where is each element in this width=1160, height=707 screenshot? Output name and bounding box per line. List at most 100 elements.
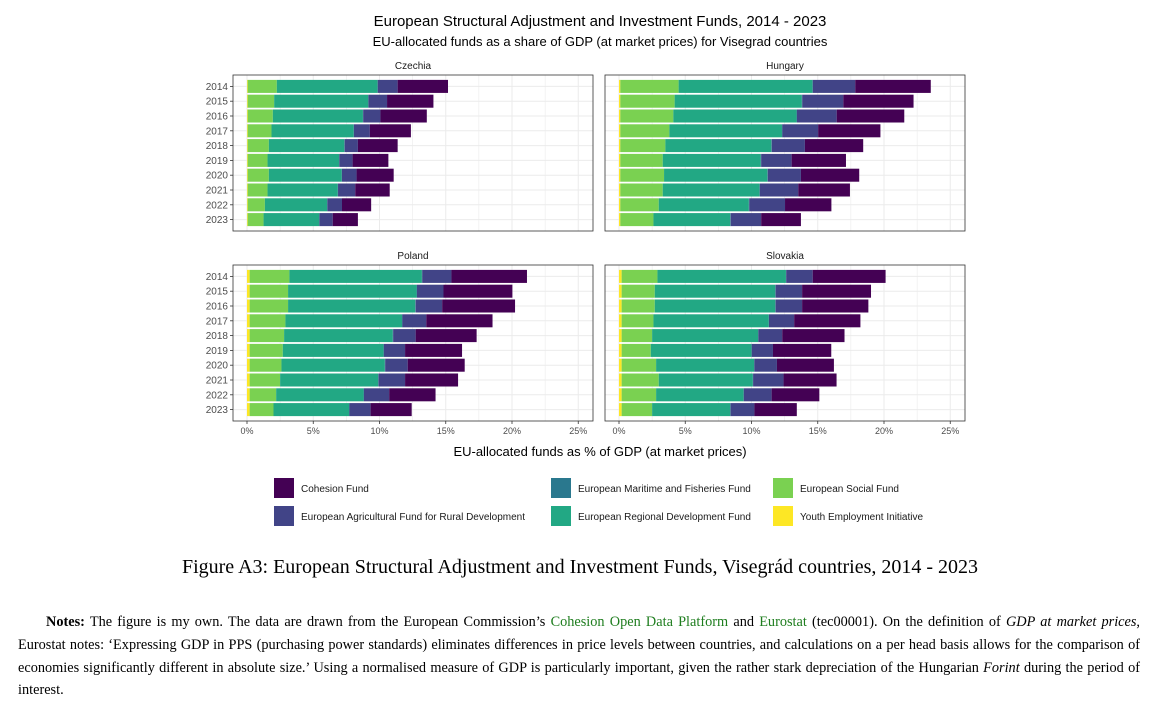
legend-item-erdf: European Regional Development Fund [551, 506, 751, 526]
notes-label: Notes: [46, 614, 85, 630]
bar-erdf-2023 [652, 403, 731, 417]
bar-yei-2022 [619, 198, 621, 212]
legend-label: European Social Fund [800, 484, 899, 495]
bar-erdf-2019 [267, 153, 340, 167]
panel-strip [233, 57, 593, 75]
bar-eafrd-2015 [416, 284, 444, 298]
y-tick-label: 2017 [206, 316, 229, 327]
bar-yei-2020 [247, 358, 250, 372]
bar-erdf-2016 [288, 299, 416, 313]
chart-figure: European Structural Adjustment and Inves… [206, 13, 966, 526]
bar-cf-2021 [798, 183, 850, 197]
bar-yei-2022 [247, 388, 250, 402]
bar-yei-2021 [619, 183, 621, 197]
bar-erdf-2021 [658, 373, 753, 387]
bar-esf-2014 [249, 269, 290, 283]
bar-eafrd-2015 [775, 284, 803, 298]
y-tick-label: 2022 [206, 390, 229, 401]
legend-swatch [773, 506, 793, 526]
notes-text: The figure is my own. The data are drawn… [84, 614, 551, 630]
cohesion-data-link[interactable]: Cohesion Open Data Platform [550, 614, 729, 630]
bar-erdf-2016 [673, 109, 797, 123]
panel-hungary: Hungary [604, 57, 966, 232]
bar-esf-2015 [620, 94, 675, 108]
bar-cf-2018 [415, 329, 477, 343]
bar-erdf-2023 [653, 213, 731, 227]
bar-eafrd-2019 [761, 153, 792, 167]
bar-esf-2022 [247, 198, 265, 212]
bar-cf-2019 [772, 343, 832, 357]
eurostat-link[interactable]: Eurostat [759, 614, 807, 630]
bar-cf-2017 [426, 314, 493, 328]
bar-esf-2021 [247, 183, 268, 197]
bar-cf-2022 [771, 388, 820, 402]
bar-eafrd-2017 [768, 314, 795, 328]
bar-yei-2017 [247, 124, 248, 138]
bar-eafrd-2016 [415, 299, 443, 313]
y-tick-label: 2015 [206, 97, 229, 108]
bar-cf-2017 [818, 124, 881, 138]
bar-erdf-2017 [669, 124, 782, 138]
chart-panels: Czechia 2014 2015 2016 2017 2018 2019 2020 2021 2… [206, 57, 966, 436]
bar-yei-2016 [619, 299, 622, 313]
panel-border [604, 264, 966, 422]
bar-esf-2016 [249, 299, 289, 313]
bar-erdf-2019 [650, 343, 752, 357]
bar-erdf-2018 [652, 329, 759, 343]
notes-text: (tec00001). On the definition of [806, 614, 1006, 630]
y-tick-label: 2014 [206, 82, 229, 93]
bar-erdf-2020 [656, 358, 755, 372]
y-tick-label: 2023 [206, 405, 229, 416]
bar-yei-2018 [247, 139, 248, 153]
bar-esf-2014 [621, 269, 658, 283]
bar-erdf-2014 [276, 79, 378, 93]
bar-esf-2023 [247, 213, 264, 227]
bar-eafrd-2016 [775, 299, 803, 313]
bar-cf-2018 [782, 329, 845, 343]
y-tick-label: 2020 [206, 361, 229, 372]
legend-swatch [274, 478, 294, 498]
bar-erdf-2019 [662, 153, 761, 167]
bar-erdf-2021 [267, 183, 338, 197]
bar-eafrd-2023 [730, 213, 762, 227]
bar-cf-2017 [369, 124, 411, 138]
bar-esf-2016 [247, 109, 273, 123]
bar-erdf-2017 [271, 124, 354, 138]
bar-erdf-2019 [282, 343, 384, 357]
bar-yei-2016 [247, 109, 248, 123]
bar-erdf-2021 [280, 373, 379, 387]
bar-eafrd-2023 [730, 403, 755, 417]
bar-erdf-2022 [264, 198, 328, 212]
bar-cf-2021 [355, 183, 390, 197]
bar-esf-2022 [621, 388, 657, 402]
bar-esf-2022 [620, 198, 659, 212]
panel-border [232, 264, 594, 422]
bar-eafrd-2023 [349, 403, 371, 417]
bar-cf-2016 [380, 109, 427, 123]
bar-yei-2020 [619, 168, 621, 182]
bar-eafrd-2020 [385, 358, 408, 372]
x-tick-label: 25% [941, 426, 959, 436]
notes-text: , Eurostat notes: ‘Expressing GDP in PPS… [18, 614, 1140, 676]
legend-item-eafrd: European Agricultural Fund for Rural Dev… [274, 506, 525, 526]
legend-label: European Agricultural Fund for Rural Dev… [301, 512, 525, 523]
x-tick-label: 25% [569, 426, 587, 436]
legend-label: Youth Employment Initiative [800, 512, 923, 523]
bar-esf-2016 [620, 109, 674, 123]
legend-label: Cohesion Fund [301, 484, 369, 495]
bar-erdf-2022 [658, 198, 749, 212]
bar-erdf-2018 [268, 139, 345, 153]
bar-yei-2015 [247, 94, 248, 108]
x-tick-label: 0% [240, 426, 253, 436]
x-tick-label: 20% [503, 426, 521, 436]
legend-item-emff: European Maritime and Fisheries Fund [551, 478, 751, 498]
bar-yei-2023 [619, 213, 621, 227]
bar-eafrd-2022 [363, 388, 390, 402]
bar-esf-2022 [249, 388, 277, 402]
bar-erdf-2023 [263, 213, 320, 227]
bar-eafrd-2014 [422, 269, 452, 283]
bar-esf-2021 [621, 373, 659, 387]
legend-swatch [274, 506, 294, 526]
bar-erdf-2014 [289, 269, 422, 283]
bar-esf-2019 [249, 343, 283, 357]
